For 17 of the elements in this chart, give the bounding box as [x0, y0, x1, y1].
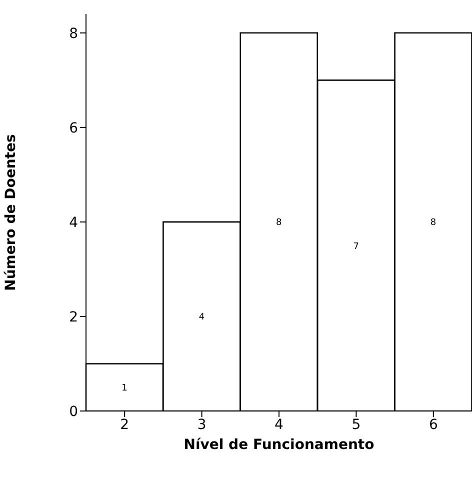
x-tick-label: 3: [197, 416, 206, 433]
x-axis-title: Nível de Funcionamento: [184, 437, 375, 453]
data-label: 8: [276, 218, 282, 228]
x-tick-label: 6: [428, 416, 438, 433]
x-tick-label: 5: [352, 416, 361, 433]
data-label: 7: [353, 242, 359, 252]
y-tick-label: 4: [69, 214, 78, 231]
y-tick-label: 8: [69, 26, 78, 42]
y-tick-label: 6: [69, 120, 78, 136]
y-tick-label: 2: [69, 309, 78, 326]
data-label: 8: [430, 218, 436, 228]
y-tick-label: 0: [69, 404, 78, 420]
x-tick-label: 4: [274, 416, 284, 433]
x-tick-label: 2: [120, 416, 130, 433]
data-label: 4: [198, 312, 205, 323]
data-label: 1: [122, 384, 128, 394]
y-axis-title: Número de Doentes: [2, 134, 19, 291]
